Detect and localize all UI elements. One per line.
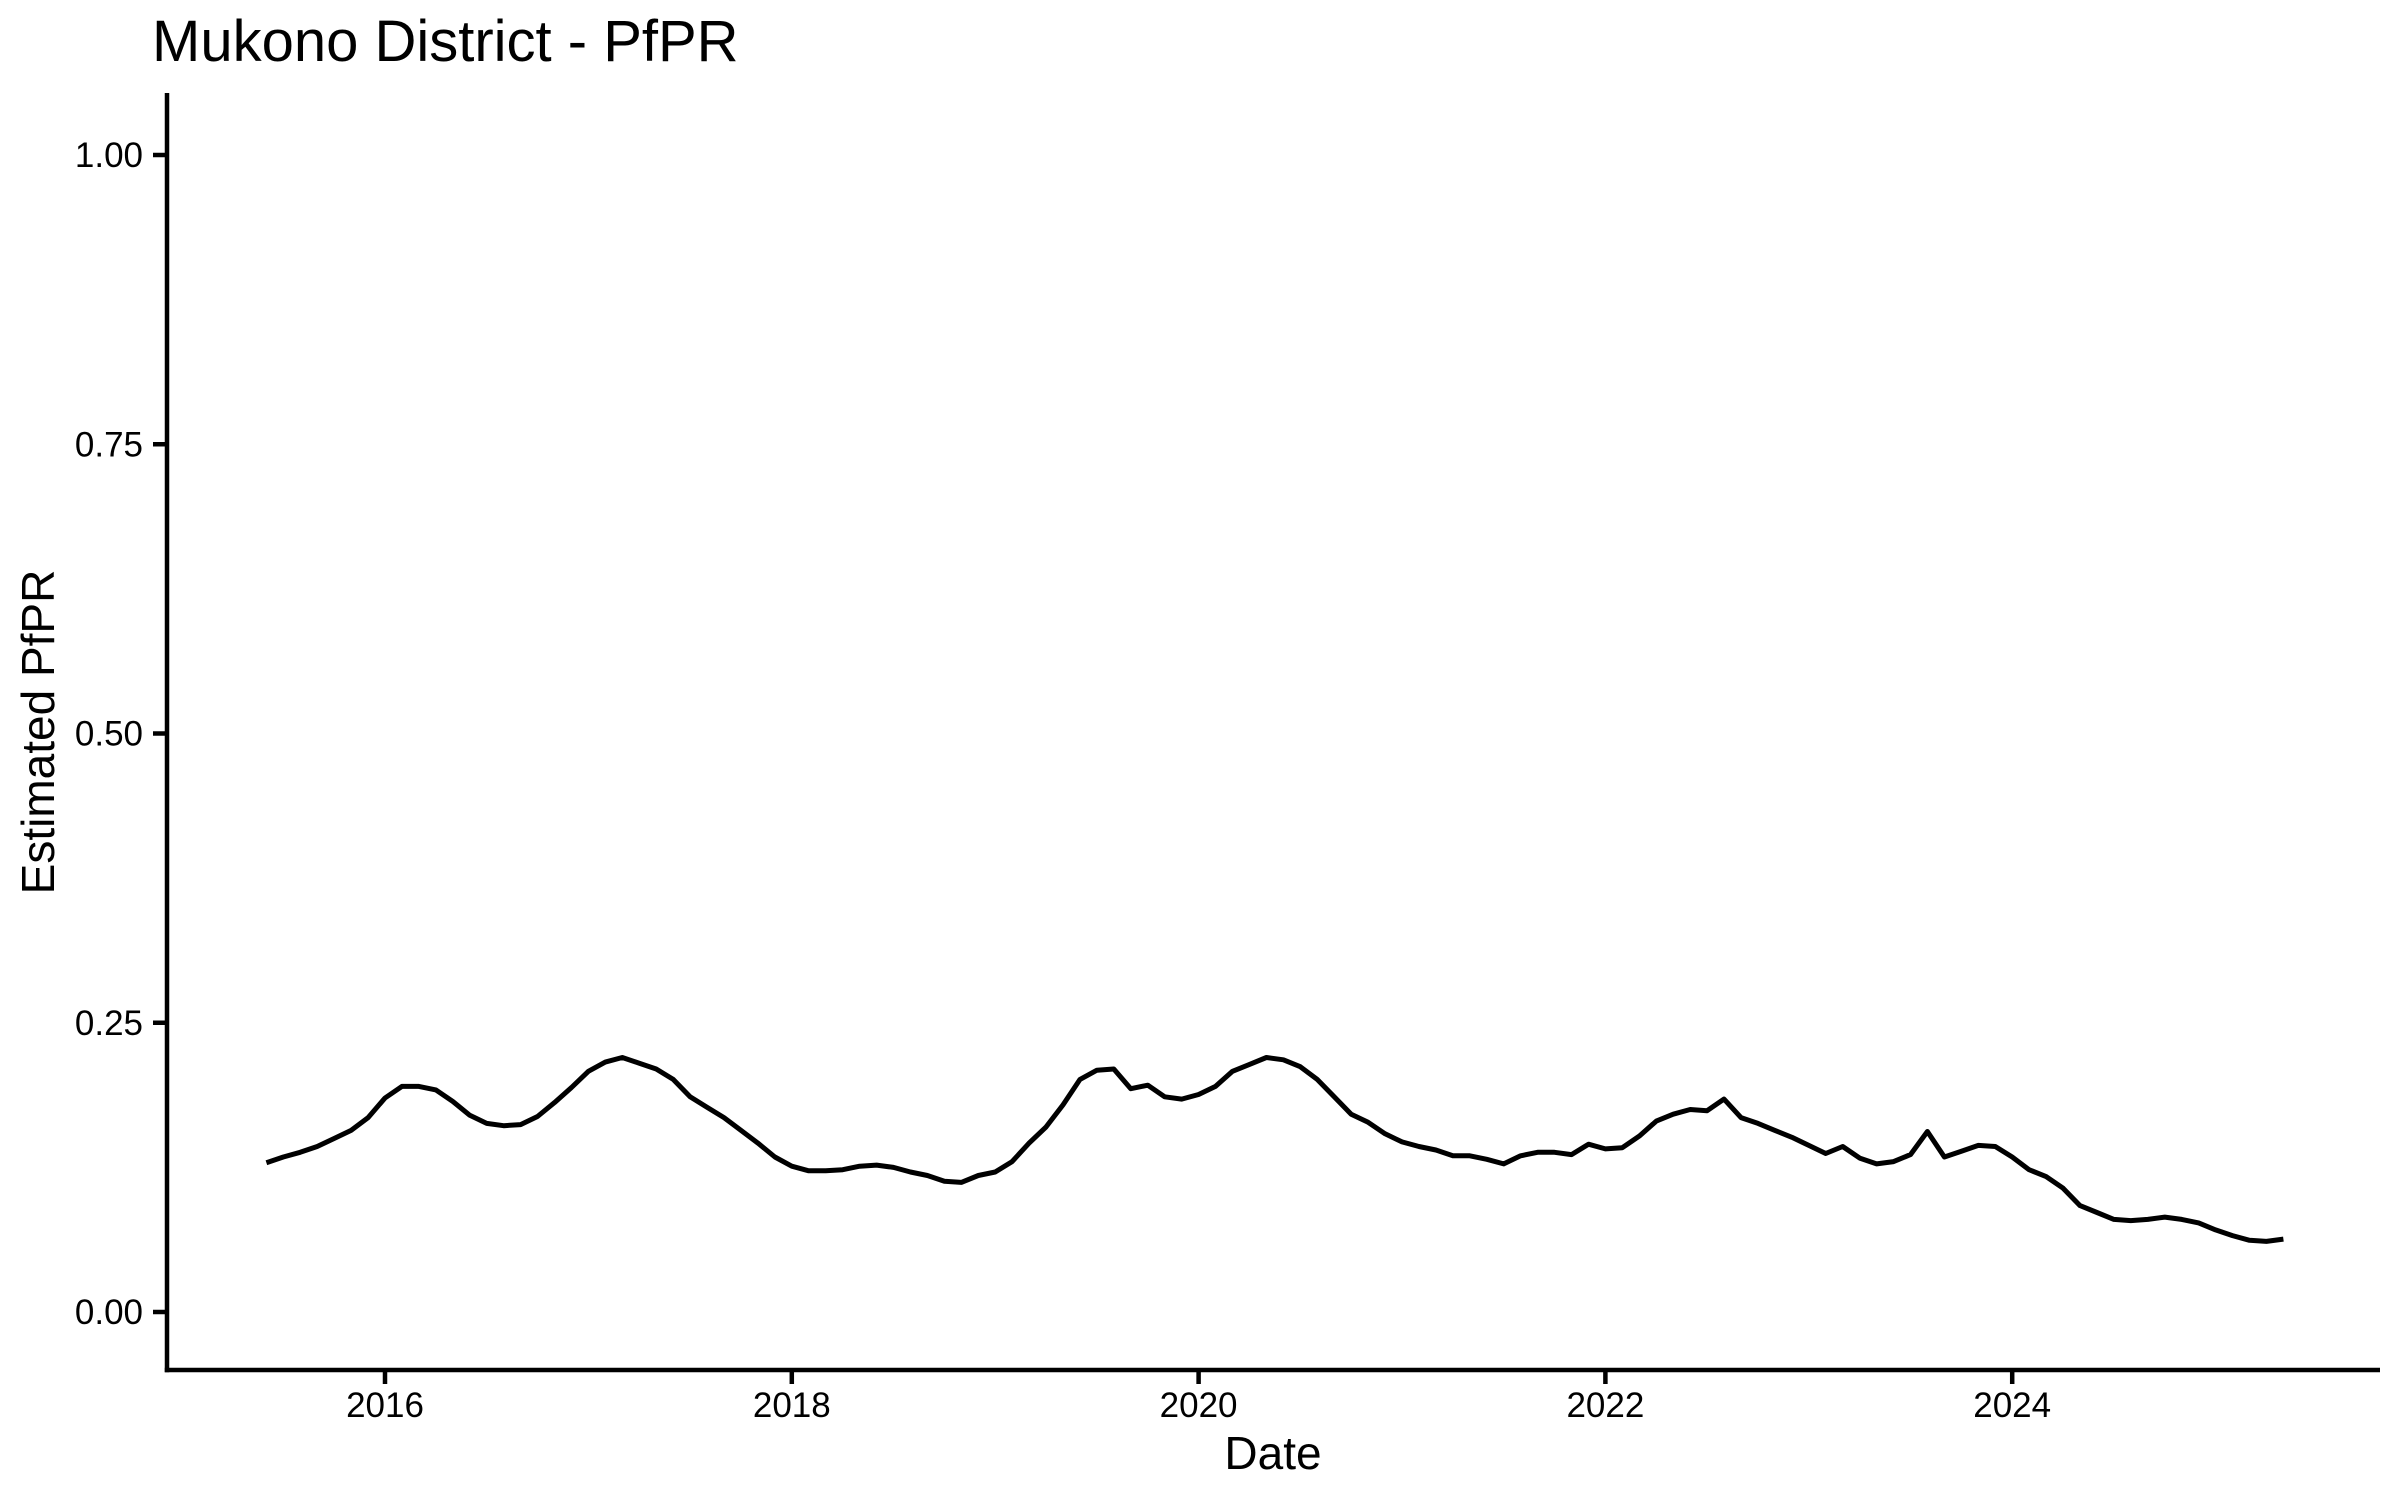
y-tick-label: 1.00 <box>75 136 143 175</box>
x-tick-label: 2022 <box>1566 1386 1644 1425</box>
chart-title: Mukono District - PfPR <box>152 9 739 74</box>
x-tick-label: 2016 <box>346 1386 424 1425</box>
x-tick-label: 2018 <box>753 1386 831 1425</box>
pfpr-line <box>265 1055 2284 1244</box>
x-tick-label: 2020 <box>1160 1386 1238 1425</box>
x-tick-label: 2024 <box>1973 1386 2051 1425</box>
x-axis-title: Date <box>1224 1427 1322 1479</box>
y-tick-label: 0.00 <box>75 1293 143 1332</box>
y-tick-label: 0.25 <box>75 1004 143 1043</box>
y-tick-label: 0.75 <box>75 425 143 464</box>
y-axis-title: Estimated PfPR <box>12 569 64 895</box>
y-tick-label: 0.50 <box>75 715 143 754</box>
